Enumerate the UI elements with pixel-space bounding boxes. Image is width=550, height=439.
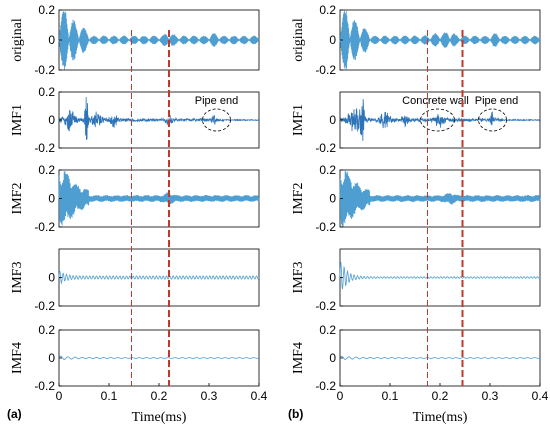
y-tick-label: 0 (48, 113, 55, 127)
signal-trace (339, 261, 541, 290)
y-tick-label: 0.2 (38, 163, 55, 177)
y-tick-label: -0.2 (315, 220, 336, 234)
panel-label: (b) (288, 407, 303, 421)
annotation-label: Pipe end (475, 95, 518, 107)
subplot-imf1: 0 -0.2 IMF1 Concrete wall Pipe end (291, 91, 541, 155)
x-tick-label: 0.1 (101, 389, 118, 403)
y-tick-label: -0.2 (34, 379, 55, 393)
subplot-imf3: 0 -0.2 IMF3 (10, 248, 260, 313)
y-axis-label: IMF2 (10, 183, 25, 215)
y-axis-label: original (10, 18, 25, 62)
signal-trace (58, 270, 260, 285)
y-tick-label: -0.2 (315, 299, 336, 313)
y-axis-label: IMF3 (291, 262, 306, 294)
y-axis-label: IMF1 (10, 104, 25, 136)
y-tick-label: 0 (329, 351, 336, 365)
y-tick-label: 0.2 (38, 323, 55, 337)
subplot-imf2: 0.2 0 -0.2 IMF2 (291, 163, 541, 234)
signal-trace (58, 11, 260, 70)
y-tick-label: 0 (48, 192, 55, 206)
signal-trace (339, 10, 541, 71)
y-tick-label: -0.2 (34, 63, 55, 77)
signal-trace (58, 97, 260, 140)
subplot-imf4: 0.2 0 -0.2 IMF4 (291, 323, 541, 393)
subplot-imf4: 0.2 0 -0.2 IMF4 (10, 323, 260, 393)
x-tick-label: 0.4 (532, 389, 549, 403)
panel-label: (a) (7, 407, 22, 421)
y-axis-label: IMF2 (291, 183, 306, 215)
y-tick-label: -0.2 (315, 63, 336, 77)
y-axis-label: IMF1 (291, 104, 306, 136)
y-tick-label: -0.2 (315, 141, 336, 155)
annotation-circle (420, 108, 455, 132)
y-tick-label: -0.2 (34, 141, 55, 155)
y-axis-label: IMF4 (291, 342, 306, 374)
x-tick-label: 0.2 (151, 389, 168, 403)
signal-trace (339, 99, 541, 141)
x-tick-label: 0.3 (482, 389, 499, 403)
signal-trace (339, 355, 541, 360)
y-tick-label: 0 (48, 351, 55, 365)
y-tick-label: 0 (329, 33, 336, 47)
annotation-label: Pipe end (195, 95, 238, 107)
signal-trace (339, 170, 541, 227)
subplot-imf1: 0.2 0 -0.2 IMF1 Pipe end (10, 85, 260, 155)
y-tick-label: -0.2 (34, 220, 55, 234)
y-tick-label: 0 (48, 33, 55, 47)
x-tick-label: 0.4 (251, 389, 268, 403)
x-tick-label: 0.1 (382, 389, 399, 403)
y-tick-label: -0.2 (315, 379, 336, 393)
x-tick-label: 0.3 (201, 389, 218, 403)
y-axis-label: IMF4 (10, 342, 25, 374)
y-axis-label: original (291, 18, 306, 62)
signal-trace (58, 171, 260, 226)
y-axis-label: IMF3 (10, 262, 25, 294)
subplot-imf2: 0.2 0 -0.2 IMF2 (10, 163, 260, 234)
x-tick-label: 0.2 (432, 389, 449, 403)
y-tick-label: 0 (329, 192, 336, 206)
y-tick-label: 0.2 (38, 85, 55, 99)
subplot-imf3: 0 -0.2 IMF3 (291, 248, 541, 313)
signal-trace (58, 355, 260, 361)
annotation-circle (202, 108, 231, 132)
y-tick-label: 0 (329, 113, 336, 127)
x-tick-label: 0 (337, 389, 344, 403)
annotation-label: Concrete wall (402, 95, 469, 107)
x-tick-label: 0 (56, 389, 63, 403)
y-tick-label: 0 (48, 271, 55, 285)
annotation-circle (478, 108, 507, 132)
y-tick-label: 0 (329, 271, 336, 285)
y-tick-label: 0.2 (319, 3, 336, 17)
y-tick-label: 0.2 (319, 323, 336, 337)
subplot-original: 0.2 0 -0.2 original (10, 3, 260, 77)
y-tick-label: 0.2 (319, 163, 336, 177)
subplot-original: 0.2 0 -0.2 original (291, 3, 541, 77)
y-tick-label: -0.2 (34, 299, 55, 313)
x-axis-label: Time(ms) (132, 410, 187, 425)
y-tick-label: 0.2 (38, 3, 55, 17)
x-axis-label: Time(ms) (413, 410, 468, 425)
